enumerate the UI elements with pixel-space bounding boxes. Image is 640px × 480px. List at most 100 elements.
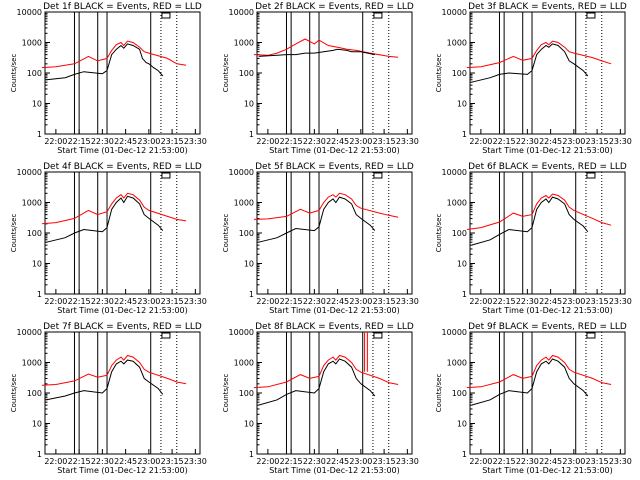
panel-title: Det 8f BLACK = Events, RED = LLD [255, 322, 414, 332]
x-tick-label: 22:15 [68, 457, 91, 466]
y-tick-label: 10 [457, 100, 467, 109]
y-tick-label: 1 [249, 290, 254, 299]
x-tick-label: 23:15 [161, 297, 184, 306]
y-tick-label: 1000 [22, 199, 42, 208]
x-tick-label: 22:45 [326, 137, 349, 146]
x-axis-label: Start Time (01-Dec-12 21:53:00) [269, 146, 400, 155]
y-axis-label: Counts/sec [10, 374, 18, 413]
x-tick-label: 23:30 [609, 297, 632, 306]
x-tick-label: 22:00 [44, 137, 67, 146]
lld-series [253, 192, 399, 220]
y-tick-label: 1000 [234, 359, 254, 368]
events-series [471, 358, 589, 406]
y-axis-label: Counts/sec [435, 374, 443, 413]
y-tick-label: 100 [452, 389, 467, 398]
y-tick-label: 100 [452, 69, 467, 78]
y-tick-label: 1000 [447, 199, 467, 208]
y-tick-label: 1000 [234, 199, 254, 208]
x-tick-label: 23:15 [373, 457, 396, 466]
y-axis-label: Counts/sec [222, 54, 230, 93]
y-tick-label: 1 [249, 130, 254, 139]
x-axis-label: Start Time (01-Dec-12 21:53:00) [269, 306, 400, 315]
y-tick-label: 10000 [442, 328, 467, 337]
panel-title: Det 7f BLACK = Events, RED = LLD [43, 322, 202, 332]
x-tick-label: 22:00 [469, 297, 492, 306]
x-axis-label: Start Time (01-Dec-12 21:53:00) [57, 306, 188, 315]
y-tick-label: 10 [244, 260, 254, 269]
y-tick-label: 10000 [442, 8, 467, 17]
x-tick-label: 22:15 [280, 137, 303, 146]
x-tick-label: 22:45 [539, 457, 562, 466]
x-tick-label: 22:00 [44, 297, 67, 306]
y-tick-label: 1 [37, 450, 42, 459]
panel-title: Det 1f BLACK = Events, RED = LLD [43, 2, 202, 12]
x-tick-label: 23:30 [609, 137, 632, 146]
x-tick-label: 22:45 [326, 457, 349, 466]
y-tick-label: 10000 [229, 8, 254, 17]
x-tick-label: 22:30 [303, 457, 326, 466]
panel-title: Det 5f BLACK = Events, RED = LLD [255, 162, 414, 172]
lld-series [466, 40, 612, 69]
x-tick-label: 23:30 [609, 457, 632, 466]
panel-1: Det 1f BLACK = Events, RED = LLD 1 10 100 10… [10, 2, 207, 155]
y-tick-label: 100 [239, 389, 254, 398]
panel-6: Det 6f BLACK = Events, RED = LLD 1 10 100 10… [435, 162, 632, 315]
x-axis-label: Start Time (01-Dec-12 21:53:00) [482, 466, 613, 475]
lld-series [466, 354, 612, 389]
y-tick-label: 100 [27, 229, 42, 238]
x-tick-label: 22:00 [469, 457, 492, 466]
panel-title: Det 3f BLACK = Events, RED = LLD [468, 2, 627, 12]
events-series [46, 359, 164, 401]
legend-box [373, 12, 383, 19]
legend-box [161, 332, 171, 339]
y-tick-label: 10 [244, 100, 254, 109]
legend-box [586, 332, 596, 339]
y-tick-label: 100 [452, 229, 467, 238]
x-tick-label: 23:00 [349, 457, 372, 466]
y-tick-label: 100 [239, 229, 254, 238]
x-tick-label: 23:00 [562, 457, 585, 466]
x-axis-label: Start Time (01-Dec-12 21:53:00) [57, 466, 188, 475]
y-tick-label: 1 [462, 130, 467, 139]
legend-box [586, 12, 596, 19]
x-tick-label: 23:15 [161, 137, 184, 146]
x-tick-label: 22:00 [256, 457, 279, 466]
x-axis-label: Start Time (01-Dec-12 21:53:00) [482, 146, 613, 155]
x-tick-label: 22:45 [114, 457, 137, 466]
x-tick-label: 22:15 [493, 137, 516, 146]
y-axis-label: Counts/sec [10, 54, 18, 93]
panel-4: Det 4f BLACK = Events, RED = LLD 1 10 100 10… [10, 162, 207, 315]
y-tick-label: 10000 [229, 328, 254, 337]
x-tick-label: 22:30 [516, 297, 539, 306]
legend-box [586, 172, 596, 179]
x-tick-label: 22:15 [493, 297, 516, 306]
y-tick-label: 10000 [17, 8, 42, 17]
y-tick-label: 1000 [447, 359, 467, 368]
x-tick-label: 23:15 [586, 457, 609, 466]
x-tick-label: 23:15 [586, 137, 609, 146]
x-tick-label: 22:45 [539, 137, 562, 146]
x-tick-label: 22:00 [44, 457, 67, 466]
x-tick-label: 23:00 [137, 297, 160, 306]
y-tick-label: 10 [457, 260, 467, 269]
x-axis-label: Start Time (01-Dec-12 21:53:00) [269, 466, 400, 475]
y-tick-label: 1000 [22, 39, 42, 48]
y-tick-label: 10000 [442, 168, 467, 177]
panel-title: Det 4f BLACK = Events, RED = LLD [43, 162, 202, 172]
lld-series [253, 354, 399, 389]
x-tick-label: 22:45 [539, 297, 562, 306]
x-tick-label: 22:00 [469, 137, 492, 146]
x-tick-label: 22:30 [91, 137, 114, 146]
x-tick-label: 22:30 [303, 297, 326, 306]
y-tick-label: 1 [462, 450, 467, 459]
legend-box [373, 332, 383, 339]
x-tick-label: 23:30 [396, 297, 419, 306]
y-tick-label: 100 [239, 69, 254, 78]
panel-5: Det 5f BLACK = Events, RED = LLD 1 10 100 10… [222, 162, 419, 315]
x-tick-label: 23:30 [184, 137, 207, 146]
x-tick-label: 23:00 [349, 297, 372, 306]
x-tick-label: 22:30 [303, 137, 326, 146]
x-axis-label: Start Time (01-Dec-12 21:53:00) [57, 146, 188, 155]
panel-title: Det 9f BLACK = Events, RED = LLD [468, 322, 627, 332]
